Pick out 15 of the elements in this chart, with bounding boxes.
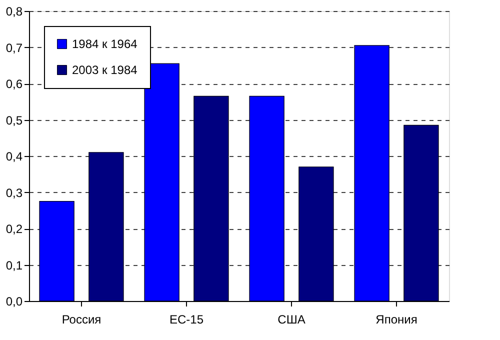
y-tick-label: 0,6 (6, 77, 23, 91)
y-tick-label: 0,1 (6, 258, 23, 272)
y-tick-label: 0,2 (6, 222, 23, 236)
y-tick-label: 0,0 (6, 294, 23, 308)
y-tick-label: 0,4 (6, 150, 23, 164)
x-tick-label: ЕС-15 (169, 312, 204, 326)
legend-label: 1984 к 1964 (72, 37, 138, 51)
legend-label: 2003 к 1984 (72, 63, 138, 77)
y-tick-label: 0,3 (6, 186, 23, 200)
x-tick-label: Россия (62, 312, 102, 326)
y-tick-label: 0,7 (6, 40, 23, 55)
y-tick-label: 0,8 (6, 4, 23, 18)
x-tick-label: Япония (376, 312, 418, 326)
y-tick-label: 0,5 (6, 113, 23, 128)
x-tick-label: США (278, 312, 306, 326)
